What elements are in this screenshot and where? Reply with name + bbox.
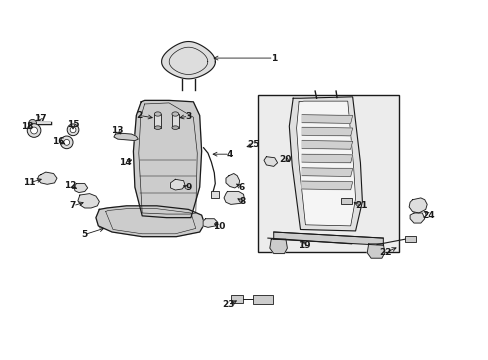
Polygon shape xyxy=(296,101,355,226)
Polygon shape xyxy=(38,172,57,184)
Circle shape xyxy=(63,139,69,145)
Polygon shape xyxy=(114,134,138,140)
Polygon shape xyxy=(302,181,352,190)
Text: 4: 4 xyxy=(226,150,233,159)
Text: 11: 11 xyxy=(23,178,35,187)
Polygon shape xyxy=(289,97,362,231)
Circle shape xyxy=(70,127,76,133)
Text: 20: 20 xyxy=(279,155,291,164)
Ellipse shape xyxy=(154,126,161,130)
Circle shape xyxy=(60,136,73,149)
Bar xyxy=(172,114,179,128)
Text: 24: 24 xyxy=(422,211,434,220)
Polygon shape xyxy=(133,100,201,218)
Text: 3: 3 xyxy=(185,112,191,121)
Text: 17: 17 xyxy=(34,114,46,123)
Bar xyxy=(258,95,399,252)
Text: 25: 25 xyxy=(246,140,259,149)
Circle shape xyxy=(27,124,41,137)
Polygon shape xyxy=(302,127,352,136)
Ellipse shape xyxy=(154,112,161,116)
Polygon shape xyxy=(408,198,427,213)
Polygon shape xyxy=(74,184,87,193)
Polygon shape xyxy=(273,232,383,245)
Text: 21: 21 xyxy=(354,201,367,210)
Ellipse shape xyxy=(172,112,179,116)
Text: 22: 22 xyxy=(379,248,391,257)
Text: 2: 2 xyxy=(136,111,142,120)
Polygon shape xyxy=(170,179,184,190)
Bar xyxy=(340,198,351,204)
Bar xyxy=(154,114,161,128)
Polygon shape xyxy=(302,154,352,163)
Polygon shape xyxy=(224,192,244,204)
Polygon shape xyxy=(78,194,99,208)
Text: 18: 18 xyxy=(21,122,34,131)
Bar xyxy=(211,191,218,198)
Text: 5: 5 xyxy=(81,230,88,239)
Text: 1: 1 xyxy=(270,54,276,63)
Polygon shape xyxy=(264,157,277,166)
Text: 14: 14 xyxy=(119,158,131,167)
Polygon shape xyxy=(302,168,352,176)
Bar xyxy=(230,296,243,303)
Text: 12: 12 xyxy=(64,181,76,190)
Text: 16: 16 xyxy=(52,137,64,146)
Ellipse shape xyxy=(29,120,37,127)
Text: 19: 19 xyxy=(297,241,309,250)
Text: 23: 23 xyxy=(222,300,235,309)
Polygon shape xyxy=(269,239,287,253)
Polygon shape xyxy=(302,115,352,123)
Circle shape xyxy=(31,127,38,134)
Text: 13: 13 xyxy=(110,126,123,135)
Polygon shape xyxy=(96,206,204,237)
Polygon shape xyxy=(203,219,217,227)
Polygon shape xyxy=(302,140,352,149)
Polygon shape xyxy=(409,213,424,223)
Bar xyxy=(253,295,272,304)
Text: 6: 6 xyxy=(238,183,244,192)
Polygon shape xyxy=(366,244,384,258)
Ellipse shape xyxy=(172,126,179,130)
Text: 15: 15 xyxy=(67,120,79,129)
Bar xyxy=(405,236,415,242)
Text: 9: 9 xyxy=(185,183,191,192)
Text: 10: 10 xyxy=(213,222,225,231)
Circle shape xyxy=(67,124,79,136)
Polygon shape xyxy=(162,41,215,79)
Polygon shape xyxy=(225,174,239,188)
Text: 8: 8 xyxy=(239,197,245,206)
Text: 7: 7 xyxy=(70,201,76,210)
